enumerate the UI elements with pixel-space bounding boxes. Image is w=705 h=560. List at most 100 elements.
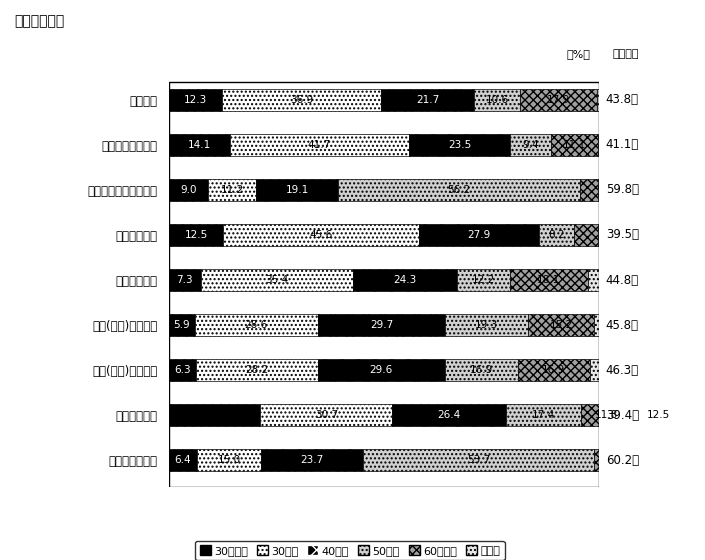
Bar bbox=[520, 88, 596, 111]
Text: 12.2: 12.2 bbox=[472, 275, 495, 285]
Bar bbox=[195, 314, 317, 337]
Bar bbox=[208, 179, 256, 201]
Text: 12.5: 12.5 bbox=[185, 230, 208, 240]
Text: 9.0: 9.0 bbox=[180, 185, 197, 195]
Text: 36.9: 36.9 bbox=[290, 95, 313, 105]
Text: （%）: （%） bbox=[567, 49, 591, 59]
Bar bbox=[575, 223, 598, 246]
Text: 39.5歳: 39.5歳 bbox=[606, 228, 639, 241]
Text: 15.0: 15.0 bbox=[217, 455, 240, 465]
Text: 43.8歳: 43.8歳 bbox=[606, 94, 639, 106]
Text: 35.4: 35.4 bbox=[265, 275, 288, 285]
Text: 24.3: 24.3 bbox=[393, 275, 417, 285]
Bar bbox=[169, 88, 222, 111]
Bar bbox=[458, 269, 510, 291]
Bar bbox=[528, 314, 594, 337]
Text: 27.9: 27.9 bbox=[467, 230, 491, 240]
Text: 53.7: 53.7 bbox=[467, 455, 490, 465]
Text: 15.2: 15.2 bbox=[549, 320, 572, 330]
Bar bbox=[393, 404, 506, 426]
Bar bbox=[256, 179, 338, 201]
Text: 45.8歳: 45.8歳 bbox=[606, 319, 639, 332]
Text: 19.1: 19.1 bbox=[286, 185, 309, 195]
Text: 18.1: 18.1 bbox=[537, 275, 560, 285]
Text: 12.5: 12.5 bbox=[646, 410, 670, 420]
Bar bbox=[169, 223, 223, 246]
Text: 12.3: 12.3 bbox=[184, 95, 207, 105]
Bar bbox=[551, 134, 599, 156]
Bar bbox=[510, 134, 551, 156]
Bar bbox=[539, 223, 575, 246]
Text: 9.4: 9.4 bbox=[522, 140, 539, 150]
Text: 56.2: 56.2 bbox=[448, 185, 471, 195]
Bar bbox=[581, 404, 632, 426]
Text: 平均年齢: 平均年齢 bbox=[612, 49, 639, 59]
Bar bbox=[169, 359, 196, 381]
Text: 45.6: 45.6 bbox=[309, 230, 333, 240]
Text: 46.3歳: 46.3歳 bbox=[606, 363, 639, 376]
Bar bbox=[445, 359, 517, 381]
Bar bbox=[381, 88, 474, 111]
Bar bbox=[169, 404, 260, 426]
Text: 28.6: 28.6 bbox=[245, 320, 268, 330]
Bar bbox=[169, 269, 201, 291]
Text: 59.8歳: 59.8歳 bbox=[606, 184, 639, 197]
Text: 6.4: 6.4 bbox=[175, 455, 191, 465]
Text: 7.3: 7.3 bbox=[176, 275, 193, 285]
Bar bbox=[409, 134, 510, 156]
Text: 世帯主の年齢: 世帯主の年齢 bbox=[14, 14, 64, 28]
Bar bbox=[317, 314, 446, 337]
Bar bbox=[596, 88, 599, 111]
Bar bbox=[474, 88, 520, 111]
Bar bbox=[223, 223, 419, 246]
Bar bbox=[580, 179, 599, 201]
Bar bbox=[517, 359, 590, 381]
Text: 26.4: 26.4 bbox=[438, 410, 461, 420]
Bar bbox=[598, 223, 599, 246]
Text: 19.3: 19.3 bbox=[475, 320, 498, 330]
Text: 6.3: 6.3 bbox=[174, 365, 191, 375]
Bar bbox=[446, 314, 528, 337]
Text: 41.7: 41.7 bbox=[308, 140, 331, 150]
Text: 11.8: 11.8 bbox=[594, 410, 618, 420]
Bar bbox=[222, 88, 381, 111]
Text: 17.4: 17.4 bbox=[532, 410, 555, 420]
Bar bbox=[169, 449, 197, 472]
Bar bbox=[363, 449, 594, 472]
Bar bbox=[338, 179, 580, 201]
Text: 29.7: 29.7 bbox=[370, 320, 393, 330]
Legend: 30歳未満, 30歳代, 40歳代, 50歳代, 60歳以上, 無回答: 30歳未満, 30歳代, 40歳代, 50歳代, 60歳以上, 無回答 bbox=[195, 541, 505, 560]
Bar bbox=[506, 404, 581, 426]
Bar bbox=[169, 314, 195, 337]
Text: 17.9: 17.9 bbox=[546, 95, 570, 105]
Text: 29.6: 29.6 bbox=[369, 365, 393, 375]
Bar bbox=[260, 404, 393, 426]
Text: 16.9: 16.9 bbox=[470, 365, 493, 375]
Text: 11.2: 11.2 bbox=[221, 185, 244, 195]
Text: 30.7: 30.7 bbox=[315, 410, 338, 420]
Bar bbox=[317, 359, 445, 381]
Text: 16.9: 16.9 bbox=[542, 365, 565, 375]
Bar bbox=[588, 269, 599, 291]
Text: 5.9: 5.9 bbox=[173, 320, 190, 330]
Text: 60.2歳: 60.2歳 bbox=[606, 454, 639, 466]
Text: 41.1歳: 41.1歳 bbox=[606, 138, 639, 151]
Bar bbox=[419, 223, 539, 246]
Text: 44.8歳: 44.8歳 bbox=[606, 273, 639, 287]
Bar bbox=[594, 314, 599, 337]
Text: 14.1: 14.1 bbox=[188, 140, 211, 150]
Bar bbox=[197, 449, 262, 472]
Bar bbox=[169, 179, 208, 201]
Bar bbox=[510, 269, 588, 291]
Bar bbox=[196, 359, 317, 381]
Text: 28.2: 28.2 bbox=[245, 365, 269, 375]
Text: 21.7: 21.7 bbox=[416, 95, 439, 105]
Text: 23.5: 23.5 bbox=[448, 140, 472, 150]
Text: 39.4歳: 39.4歳 bbox=[606, 409, 639, 422]
Text: 8.2: 8.2 bbox=[548, 230, 565, 240]
Bar bbox=[169, 134, 230, 156]
Bar bbox=[594, 449, 599, 472]
Bar bbox=[201, 269, 352, 291]
Bar bbox=[590, 359, 599, 381]
Bar bbox=[262, 449, 363, 472]
